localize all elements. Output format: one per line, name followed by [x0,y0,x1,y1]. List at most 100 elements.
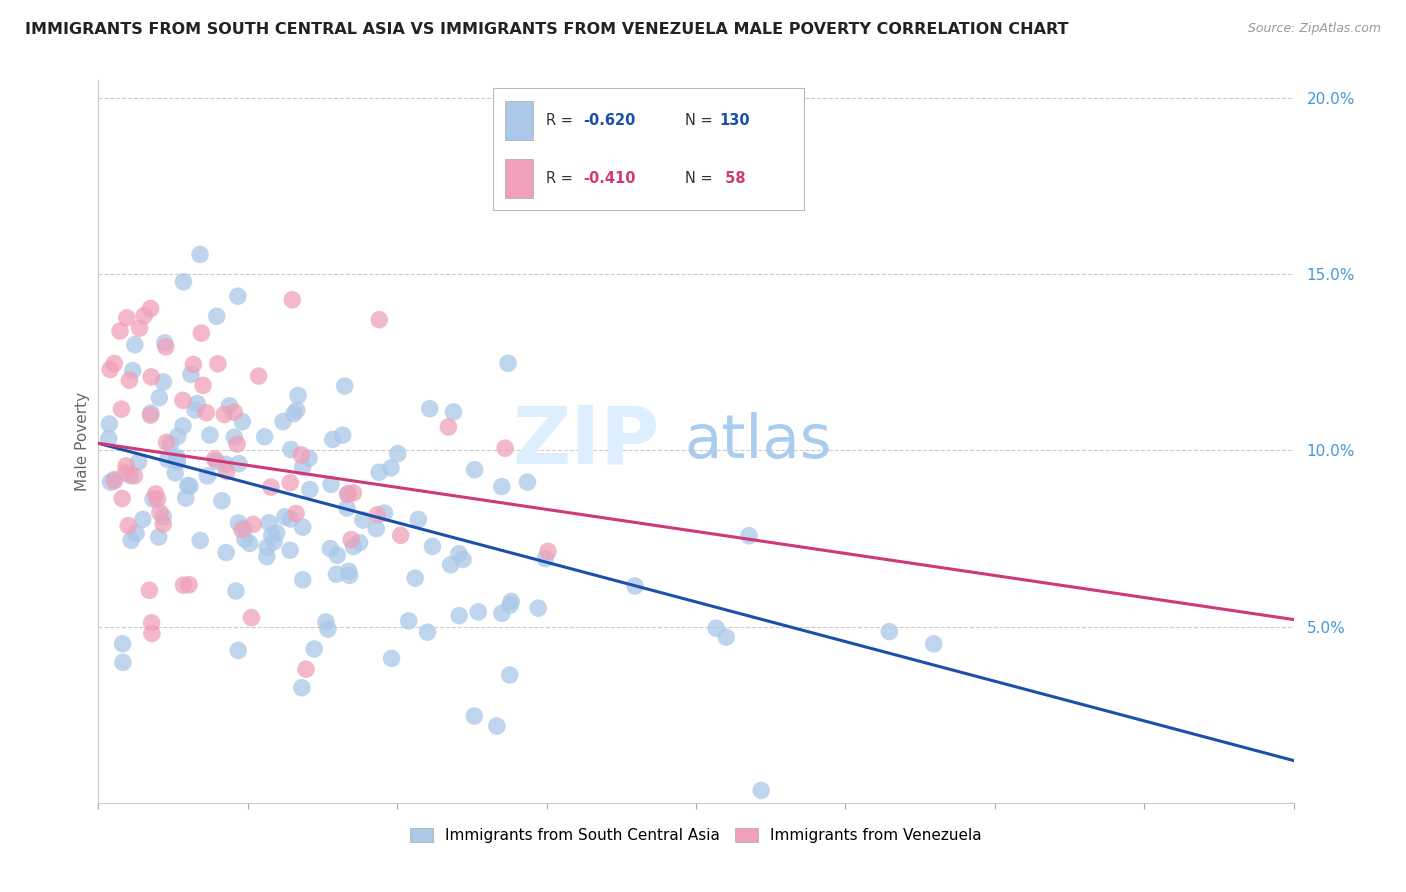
Point [266,525,288,540]
Point [128,455,150,469]
Point [233,522,256,536]
Point [166,455,188,469]
Point [195,406,218,420]
Point [738,529,761,543]
Point [146,492,169,507]
Point [142,492,165,507]
Point [139,406,162,420]
Point [138,583,160,598]
Point [624,579,647,593]
Point [172,418,194,433]
Point [263,534,285,549]
Point [174,491,197,505]
Point [134,309,156,323]
Point [332,428,354,442]
Point [337,564,360,578]
Point [419,401,441,416]
Point [115,310,138,325]
Point [447,547,470,561]
Point [443,405,465,419]
Point [295,662,318,676]
Point [256,540,278,554]
Point [153,335,176,350]
Point [516,475,538,489]
Point [183,358,205,372]
Point [111,637,134,651]
Point [108,324,131,338]
Point [247,369,270,384]
Point [155,340,177,354]
Point [118,373,141,387]
Point [128,321,150,335]
Point [464,463,486,477]
Point [467,605,489,619]
Point [228,457,250,471]
Point [319,541,342,556]
Point [373,506,395,520]
Point [215,545,238,559]
Point [416,625,439,640]
Point [152,517,174,532]
Point [280,442,302,457]
Point [339,568,361,582]
Point [302,642,325,657]
Point [291,460,314,475]
Point [322,433,344,447]
Point [463,709,485,723]
Point [714,630,737,644]
Point [188,247,211,261]
Point [260,528,283,542]
Point [285,507,308,521]
Point [132,512,155,526]
Point [704,621,727,635]
Point [408,512,430,526]
Point [145,487,167,501]
Point [325,567,347,582]
Point [98,362,121,376]
Point [242,517,264,532]
Point [215,458,238,472]
Point [172,275,194,289]
Point [225,584,247,599]
Point [155,435,177,450]
Text: IMMIGRANTS FROM SOUTH CENTRAL ASIA VS IMMIGRANTS FROM VENEZUELA MALE POVERTY COR: IMMIGRANTS FROM SOUTH CENTRAL ASIA VS IM… [25,22,1069,37]
Point [115,458,138,473]
Point [111,491,134,506]
Point [291,681,314,695]
Point [253,430,276,444]
Point [319,477,342,491]
Point [103,474,125,488]
Point [172,393,194,408]
Point [228,516,250,530]
Point [491,606,513,620]
Point [291,520,314,534]
Text: ZIP: ZIP [513,402,661,481]
Point [271,415,294,429]
Point [103,357,125,371]
Point [114,466,136,480]
Point [121,363,143,377]
Point [337,486,360,500]
Point [298,483,321,497]
Point [120,468,142,483]
Point [366,522,388,536]
Point [166,429,188,443]
Point [352,513,374,527]
Point [260,480,283,494]
Point [485,719,508,733]
Point [257,516,280,530]
Point [231,523,253,537]
Point [177,578,200,592]
Point [207,357,229,371]
Point [491,479,513,493]
Point [280,512,302,526]
Point [148,391,170,405]
Point [177,478,200,492]
Point [281,293,304,307]
Point [159,437,181,451]
Point [215,465,238,479]
Point [152,509,174,524]
Point [380,461,402,475]
Point [368,312,391,326]
Point [239,536,262,550]
